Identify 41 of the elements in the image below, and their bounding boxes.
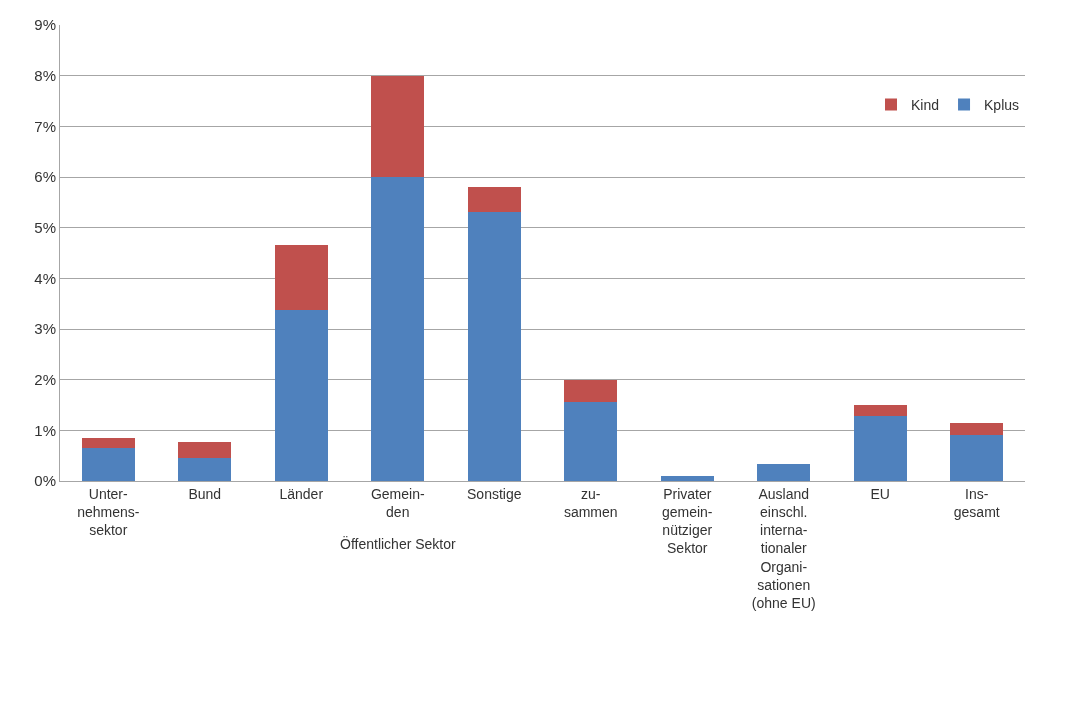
x-tick-label: Sonstige — [467, 485, 522, 502]
x-tick-label: Ins- gesamt — [953, 485, 1000, 520]
bar — [467, 212, 521, 481]
x-tick-label: zu- sammen — [563, 485, 618, 520]
bar — [371, 177, 425, 481]
bar — [853, 405, 907, 417]
bar — [274, 310, 328, 481]
bar — [274, 245, 328, 311]
bar — [467, 187, 521, 213]
bar — [950, 423, 1004, 436]
bar — [81, 447, 135, 481]
y-tick-label: 9% — [34, 16, 56, 34]
bar — [371, 75, 425, 177]
x-tick-label: EU — [870, 485, 890, 502]
bar — [757, 464, 811, 481]
x-tick-label: Länder — [279, 485, 324, 502]
y-tick-label: 2% — [34, 370, 56, 388]
bar — [660, 475, 714, 481]
x-tick-label: Bund — [188, 485, 222, 502]
bar — [950, 435, 1004, 481]
y-tick-label: 7% — [34, 117, 56, 135]
y-tick-label: 8% — [34, 66, 56, 84]
bar — [81, 438, 135, 448]
text: Öffentlicher Sektor — [340, 535, 457, 552]
x-tick-label: Unter- nehmens- sektor — [77, 485, 140, 539]
bar — [178, 457, 232, 481]
bar — [564, 401, 618, 481]
x-tick-label: Gemein- den — [370, 485, 425, 520]
y-tick-label: 3% — [34, 320, 56, 338]
legend-label: Kplus — [984, 96, 1020, 113]
y-tick-label: 4% — [34, 269, 56, 287]
x-tick-label: Ausland einschl. interna- tionaler Organi- sationen (ohne EU) — [751, 485, 816, 611]
legend-label: Kind — [911, 96, 940, 113]
bar — [564, 379, 618, 402]
y-tick-label: 0% — [34, 472, 56, 490]
x-tick-label: Privater gemein- nütziger Sektor — [661, 485, 713, 557]
bar — [178, 442, 232, 458]
bar — [853, 416, 907, 481]
y-tick-label: 5% — [34, 218, 56, 236]
y-tick-label: 6% — [34, 168, 56, 186]
y-tick-label: 1% — [34, 421, 56, 439]
